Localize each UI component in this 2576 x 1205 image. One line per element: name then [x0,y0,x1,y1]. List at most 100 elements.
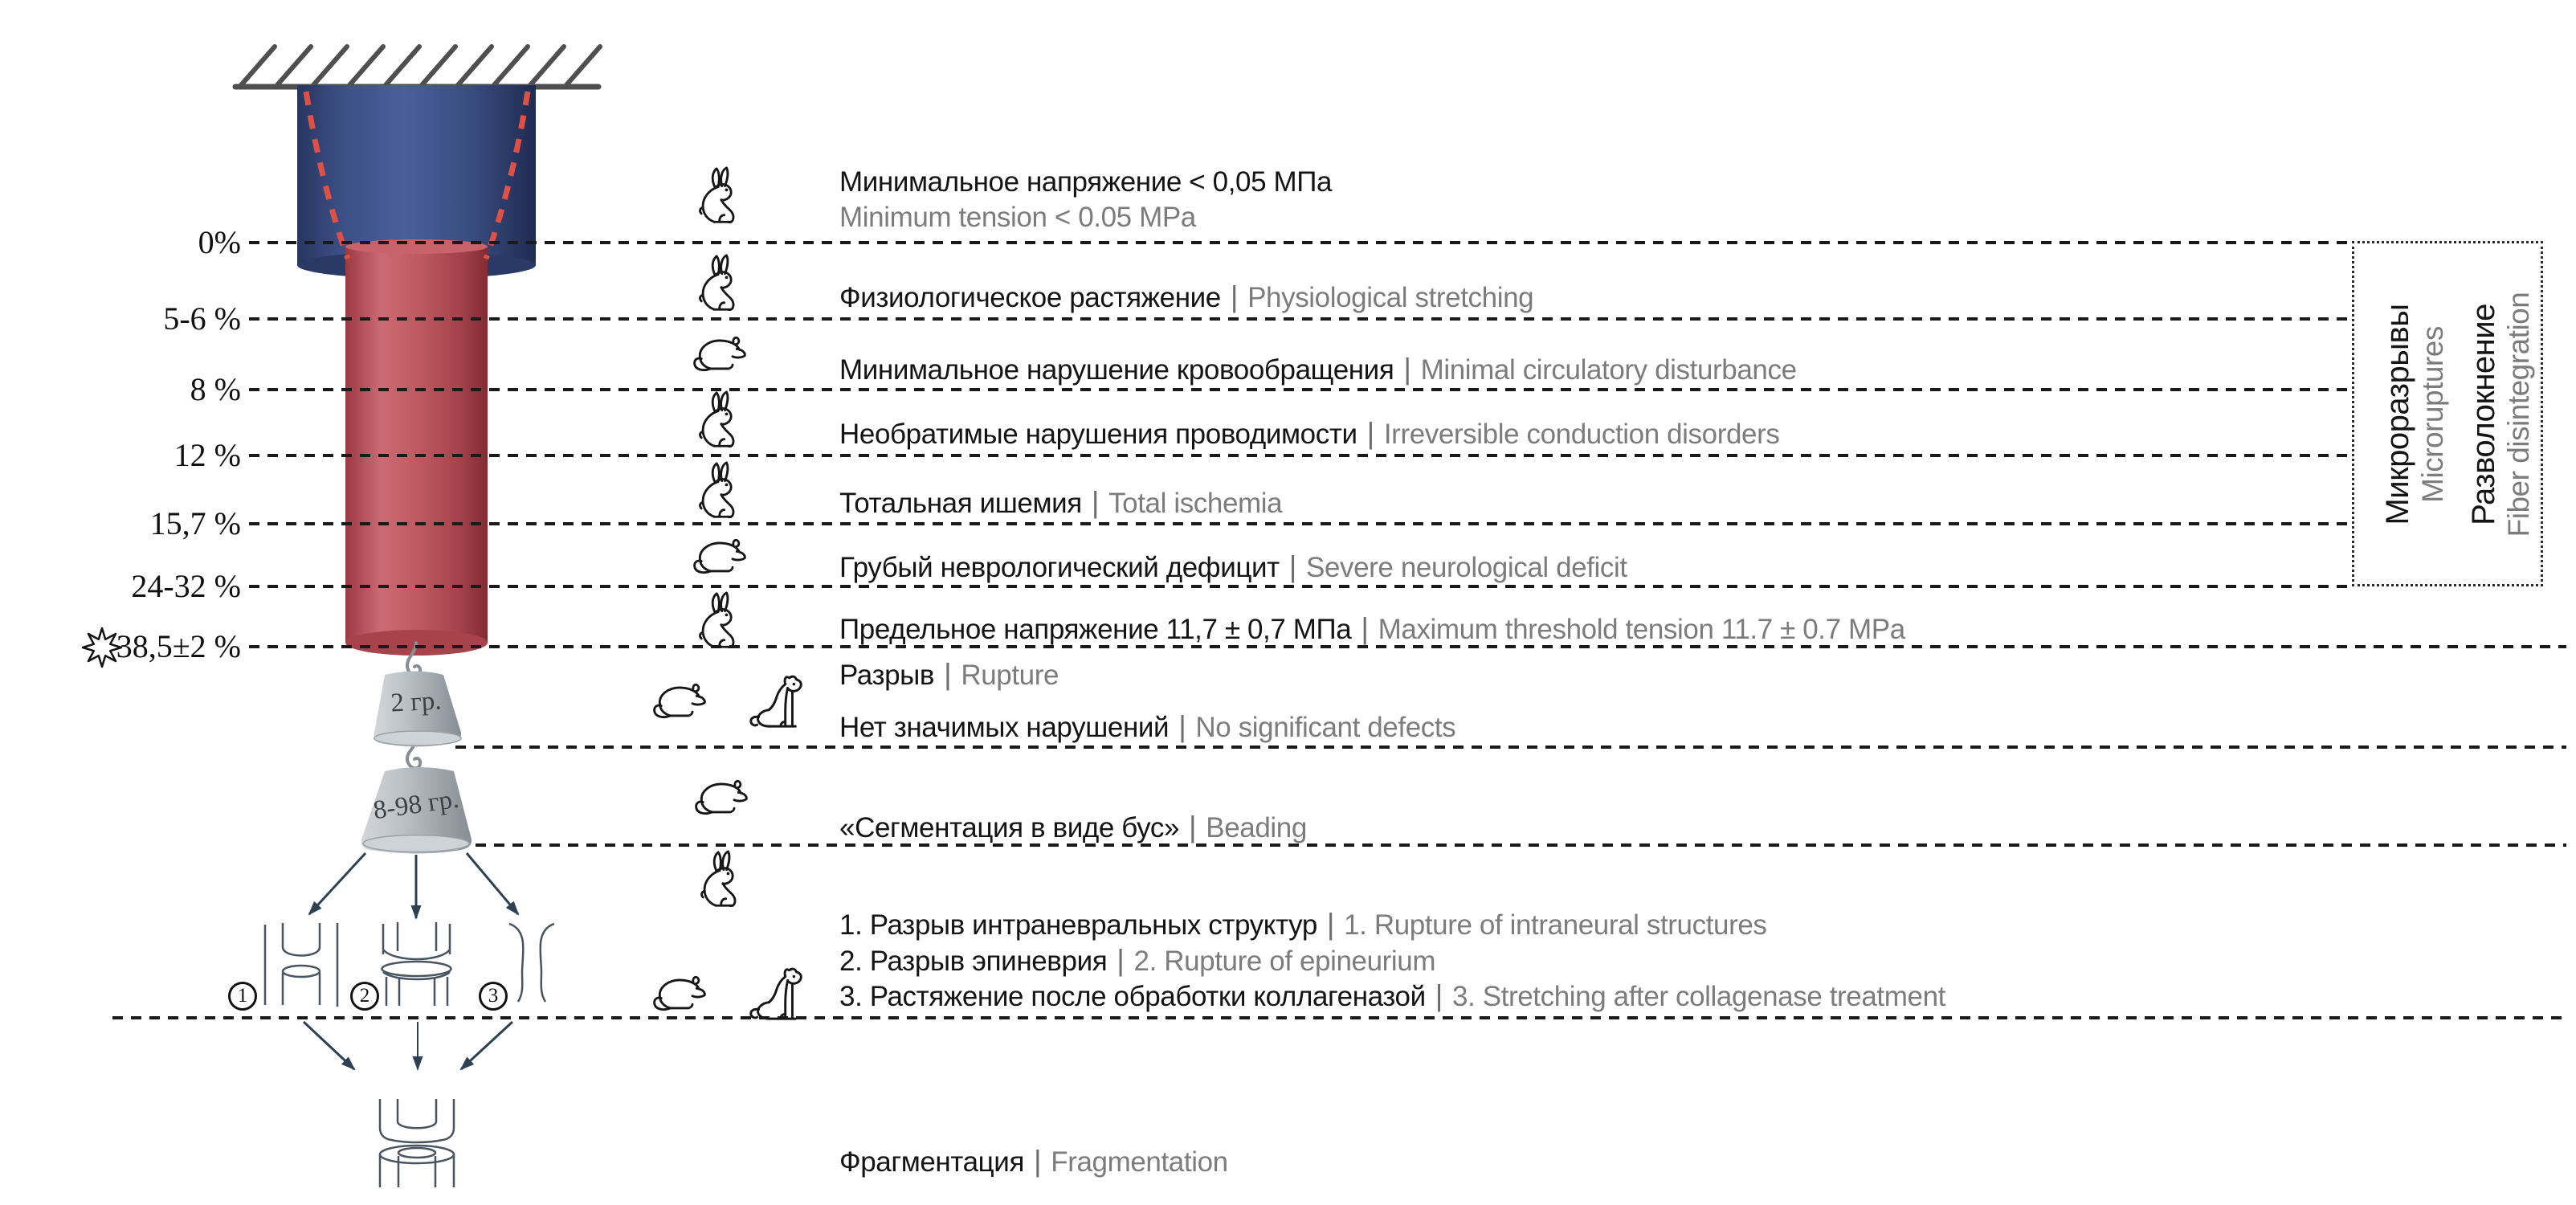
sidebox-label-microruptures-en: Microruptures [2416,326,2449,503]
stage-row-rupture: Разрыв | Rupture [839,657,1059,693]
convergence-arrows [302,1020,514,1071]
rat-icon [695,779,748,815]
stage-label-en: No significant defects [1195,712,1456,743]
rat-icon [693,538,746,574]
stage-label-en: Total ischemia [1108,488,1283,519]
stage-row-minimum-tension: Минимальное напряжение < 0,05 МПа Minimu… [839,165,1332,235]
weight-8-98g-label: 8-98 гр. [371,784,461,826]
stage-label-ru: Нет значимых нарушений [839,712,1170,743]
separator: | [944,658,952,691]
rat-icon [693,336,746,371]
stage-label-en: Minimum tension < 0.05 MPa [839,202,1196,233]
stage-label-en: Maximum threshold tension 11.7 ± 0.7 MPa [1378,614,1906,645]
percent-label-5-6: 5-6 % [163,300,241,337]
rabbit-icon [699,166,735,224]
percent-label-12: 12 % [174,437,241,473]
separator: | [1361,612,1369,645]
stretch-limit-dashes [303,91,531,260]
guide-line-38-5pct [249,645,2566,648]
rupture-variant-3-sketch [508,922,555,1003]
weight-2g-label: 2 гр. [390,686,443,718]
dog-icon [749,675,802,728]
stage-label-ru: 2. Разрыв эпиневрия [839,946,1108,977]
stage-label-ru: Предельное напряжение 11,7 ± 0,7 МПа [839,614,1352,645]
separator: | [1034,1145,1042,1178]
stage-label-ru: Разрыв [839,660,935,691]
guide-line-beading [476,844,2566,847]
stage-label-en: Rupture [961,660,1059,691]
stage-label-en: Severe neurological deficit [1306,552,1627,583]
stage-row-variant-3: 3. Растяжение после обработки коллагеназ… [839,978,1945,1015]
percent-label-15-7: 15,7 % [149,505,241,541]
percent-label-8: 8 % [190,371,241,407]
variant-3-badge: 3 [479,982,508,1011]
percent-label-38-5: 38,5±2 % [116,628,241,664]
separator: | [1366,417,1375,450]
rupture-variant-2-sketch [381,922,452,1006]
stage-row-fragmentation: Фрагментация | Fragmentation [839,1144,1228,1180]
separator: | [1326,908,1335,941]
stage-row-beading: «Сегментация в виде бус» | Beading [839,810,1307,846]
stage-row-variant-2: 2. Разрыв эпиневрия | 2. Rupture of epineu… [839,943,1436,979]
stage-label-ru: Физиологическое растяжение [839,282,1221,313]
guide-line-variants [112,1016,2566,1019]
separator: | [1230,280,1239,313]
clamp-cylinder [297,85,536,279]
stage-label-ru: Тотальная ишемия [839,488,1082,519]
stage-label-en: 3. Stretching after collagenase treatmen… [1452,981,1945,1012]
stage-label-en: 2. Rupture of epineurium [1133,946,1436,977]
sidebox-label-microruptures-ru: Микроразрывы [2380,304,2415,525]
stage-label-ru: Фрагментация [839,1146,1025,1178]
separator: | [1288,550,1297,583]
variant-1-badge: 1 [228,982,257,1011]
guide-line-12pct [249,454,2352,457]
fixation-ceiling [232,44,602,90]
separator: | [1091,486,1100,519]
rat-icon [653,683,706,718]
stage-row-max-tension: Предельное напряжение 11,7 ± 0,7 МПа | Max… [839,611,1905,647]
stage-label-en: Beading [1206,812,1307,844]
stage-label-en: Fragmentation [1051,1146,1228,1178]
stage-row-physiological: Физиологическое растяжение | Physiological… [839,280,1534,316]
rabbit-icon [700,850,737,908]
fragmentation-sketch [378,1099,455,1187]
rupture-variant-1-sketch [263,923,339,1007]
variant-2-badge: 2 [350,982,379,1011]
guide-line-15-7pct [249,522,2352,525]
stage-label-en: Physiological stretching [1247,282,1534,313]
rabbit-icon [699,461,735,519]
microrupture-zone-box [2352,241,2543,586]
guide-line-24-32pct [249,585,2352,588]
stage-label-ru: 3. Растяжение после обработки коллагеназ… [839,981,1426,1012]
percent-label-24-32: 24-32 % [131,568,241,604]
stage-label-en: 1. Rupture of intraneural structures [1344,909,1767,941]
rabbit-icon [699,254,735,312]
stage-row-neurological: Грубый неврологический дефицит | Severe ne… [839,549,1627,586]
stage-label-ru: Минимальное напряжение < 0,05 МПа [839,166,1333,198]
stage-row-variant-1: 1. Разрыв интраневральных структур | 1. Ru… [839,907,1767,943]
rabbit-icon [699,390,735,448]
rabbit-icon [699,591,735,649]
stage-label-en: Minimal circulatory disturbance [1420,354,1797,386]
divergence-arrows [308,852,520,920]
stage-label-ru: 1. Разрыв интраневральных структур [839,909,1317,941]
stage-label-ru: Необратимые нарушения проводимости [839,419,1357,450]
separator: | [1403,353,1411,386]
guide-line-rupture [455,745,2566,749]
sidebox-label-fiber-disintegration-ru: Разволокнение [2466,304,2501,525]
guide-line-5-6pct [249,317,2352,321]
stage-label-en: Irreversible conduction disorders [1383,419,1780,450]
separator: | [1435,979,1443,1012]
stage-row-no-defects: Нет значимых нарушений | No significant de… [839,709,1456,745]
guide-line-8pct [249,388,2352,391]
separator: | [1117,944,1125,977]
guide-line-0pct [249,241,2352,244]
separator: | [1189,811,1197,844]
stage-row-ischemia: Тотальная ишемия | Total ischemia [839,485,1283,521]
separator: | [1178,710,1186,743]
stage-label-ru: Грубый неврологический дефицит [839,552,1280,583]
stage-label-ru: «Сегментация в виде бус» [839,812,1180,844]
percent-label-0: 0% [198,224,241,260]
dog-icon [749,967,802,1020]
nerve-cylinder [345,239,488,656]
